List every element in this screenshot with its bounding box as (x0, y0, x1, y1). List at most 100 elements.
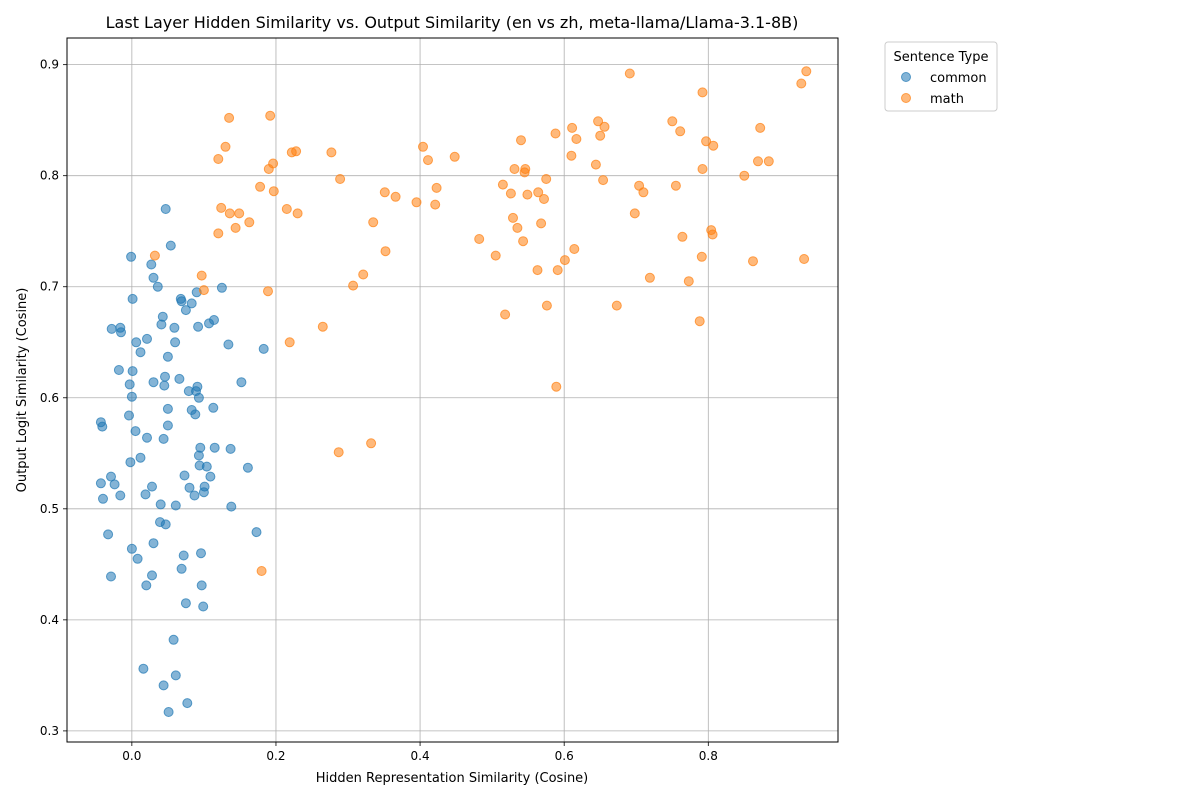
scatter-point-common (243, 463, 252, 472)
scatter-point-math (225, 113, 234, 122)
scatter-point-math (264, 287, 273, 296)
scatter-point-common (194, 451, 203, 460)
scatter-point-math (359, 270, 368, 279)
scatter-point-common (199, 602, 208, 611)
scatter-point-math (708, 230, 717, 239)
scatter-point-math (542, 175, 551, 184)
scatter-point-math (537, 219, 546, 228)
scatter-point-math (612, 301, 621, 310)
scatter-point-math (221, 142, 230, 151)
scatter-point-math (381, 247, 390, 256)
scatter-point-math (684, 277, 693, 286)
scatter-point-common (126, 458, 135, 467)
y-tick-label: 0.5 (40, 502, 59, 516)
scatter-point-common (206, 472, 215, 481)
scatter-point-math (475, 235, 484, 244)
y-axis-label: Output Logit Similarity (Cosine) (15, 288, 30, 493)
scatter-point-math (740, 171, 749, 180)
scatter-point-common (99, 494, 108, 503)
scatter-point-math (282, 205, 291, 214)
x-tick-label: 0.0 (122, 749, 141, 763)
scatter-point-common (169, 635, 178, 644)
scatter-point-common (191, 410, 200, 419)
scatter-point-math (553, 266, 562, 275)
plot-background (67, 38, 838, 742)
scatter-point-common (171, 501, 180, 510)
scatter-point-math (645, 273, 654, 282)
scatter-point-common (143, 334, 152, 343)
scatter-point-math (287, 148, 296, 157)
scatter-point-common (177, 564, 186, 573)
scatter-point-math (269, 187, 278, 196)
scatter-point-math (450, 152, 459, 161)
scatter-point-math (797, 79, 806, 88)
legend-label-math: math (930, 92, 964, 107)
scatter-point-math (756, 123, 765, 132)
scatter-point-math (639, 188, 648, 197)
scatter-point-common (142, 581, 151, 590)
scatter-point-common (114, 366, 123, 375)
scatter-point-common (117, 328, 126, 337)
scatter-point-math (432, 183, 441, 192)
scatter-point-common (224, 340, 233, 349)
x-axis-label: Hidden Representation Similarity (Cosine… (316, 771, 589, 786)
scatter-point-common (148, 571, 157, 580)
scatter-point-math (380, 188, 389, 197)
scatter-point-math (217, 203, 226, 212)
scatter-point-common (161, 520, 170, 529)
scatter-point-common (127, 252, 136, 261)
scatter-point-common (163, 404, 172, 413)
scatter-point-common (170, 323, 179, 332)
scatter-point-common (125, 411, 134, 420)
scatter-point-math (318, 322, 327, 331)
scatter-point-common (157, 320, 166, 329)
scatter-point-math (551, 129, 560, 138)
scatter-point-common (259, 344, 268, 353)
scatter-point-common (171, 671, 180, 680)
scatter-point-math (709, 141, 718, 150)
scatter-point-common (209, 403, 218, 412)
scatter-point-common (136, 348, 145, 357)
scatter-point-math (568, 123, 577, 132)
scatter-point-math (567, 151, 576, 160)
scatter-point-common (227, 502, 236, 511)
scatter-point-common (149, 378, 158, 387)
scatter-point-math (293, 209, 302, 218)
x-tick-label: 0.6 (555, 749, 574, 763)
scatter-point-math (676, 127, 685, 136)
scatter-point-math (498, 180, 507, 189)
legend-label-common: common (930, 71, 987, 86)
scatter-point-common (190, 491, 199, 500)
scatter-point-common (139, 664, 148, 673)
scatter-point-math (697, 252, 706, 261)
scatter-point-math (501, 310, 510, 319)
scatter-point-math (523, 190, 532, 199)
scatter-point-math (285, 338, 294, 347)
scatter-point-math (540, 195, 549, 204)
scatter-point-math (517, 136, 526, 145)
scatter-point-math (334, 448, 343, 457)
y-tick-label: 0.7 (40, 280, 59, 294)
scatter-point-math (668, 117, 677, 126)
x-tick-label: 0.8 (699, 749, 718, 763)
scatter-point-math (749, 257, 758, 266)
scatter-point-math (431, 200, 440, 209)
scatter-point-common (131, 427, 140, 436)
scatter-point-math (570, 245, 579, 254)
scatter-point-common (177, 297, 186, 306)
scatter-point-math (214, 155, 223, 164)
scatter-point-math (552, 382, 561, 391)
scatter-point-common (180, 471, 189, 480)
scatter-point-common (197, 549, 206, 558)
scatter-point-math (369, 218, 378, 227)
scatter-point-common (98, 422, 107, 431)
scatter-point-common (153, 282, 162, 291)
scatter-point-common (127, 544, 136, 553)
scatter-point-common (136, 453, 145, 462)
scatter-point-common (181, 599, 190, 608)
scatter-point-common (133, 554, 142, 563)
y-tick-label: 0.8 (40, 169, 59, 183)
scatter-point-common (175, 374, 184, 383)
scatter-point-math (630, 209, 639, 218)
